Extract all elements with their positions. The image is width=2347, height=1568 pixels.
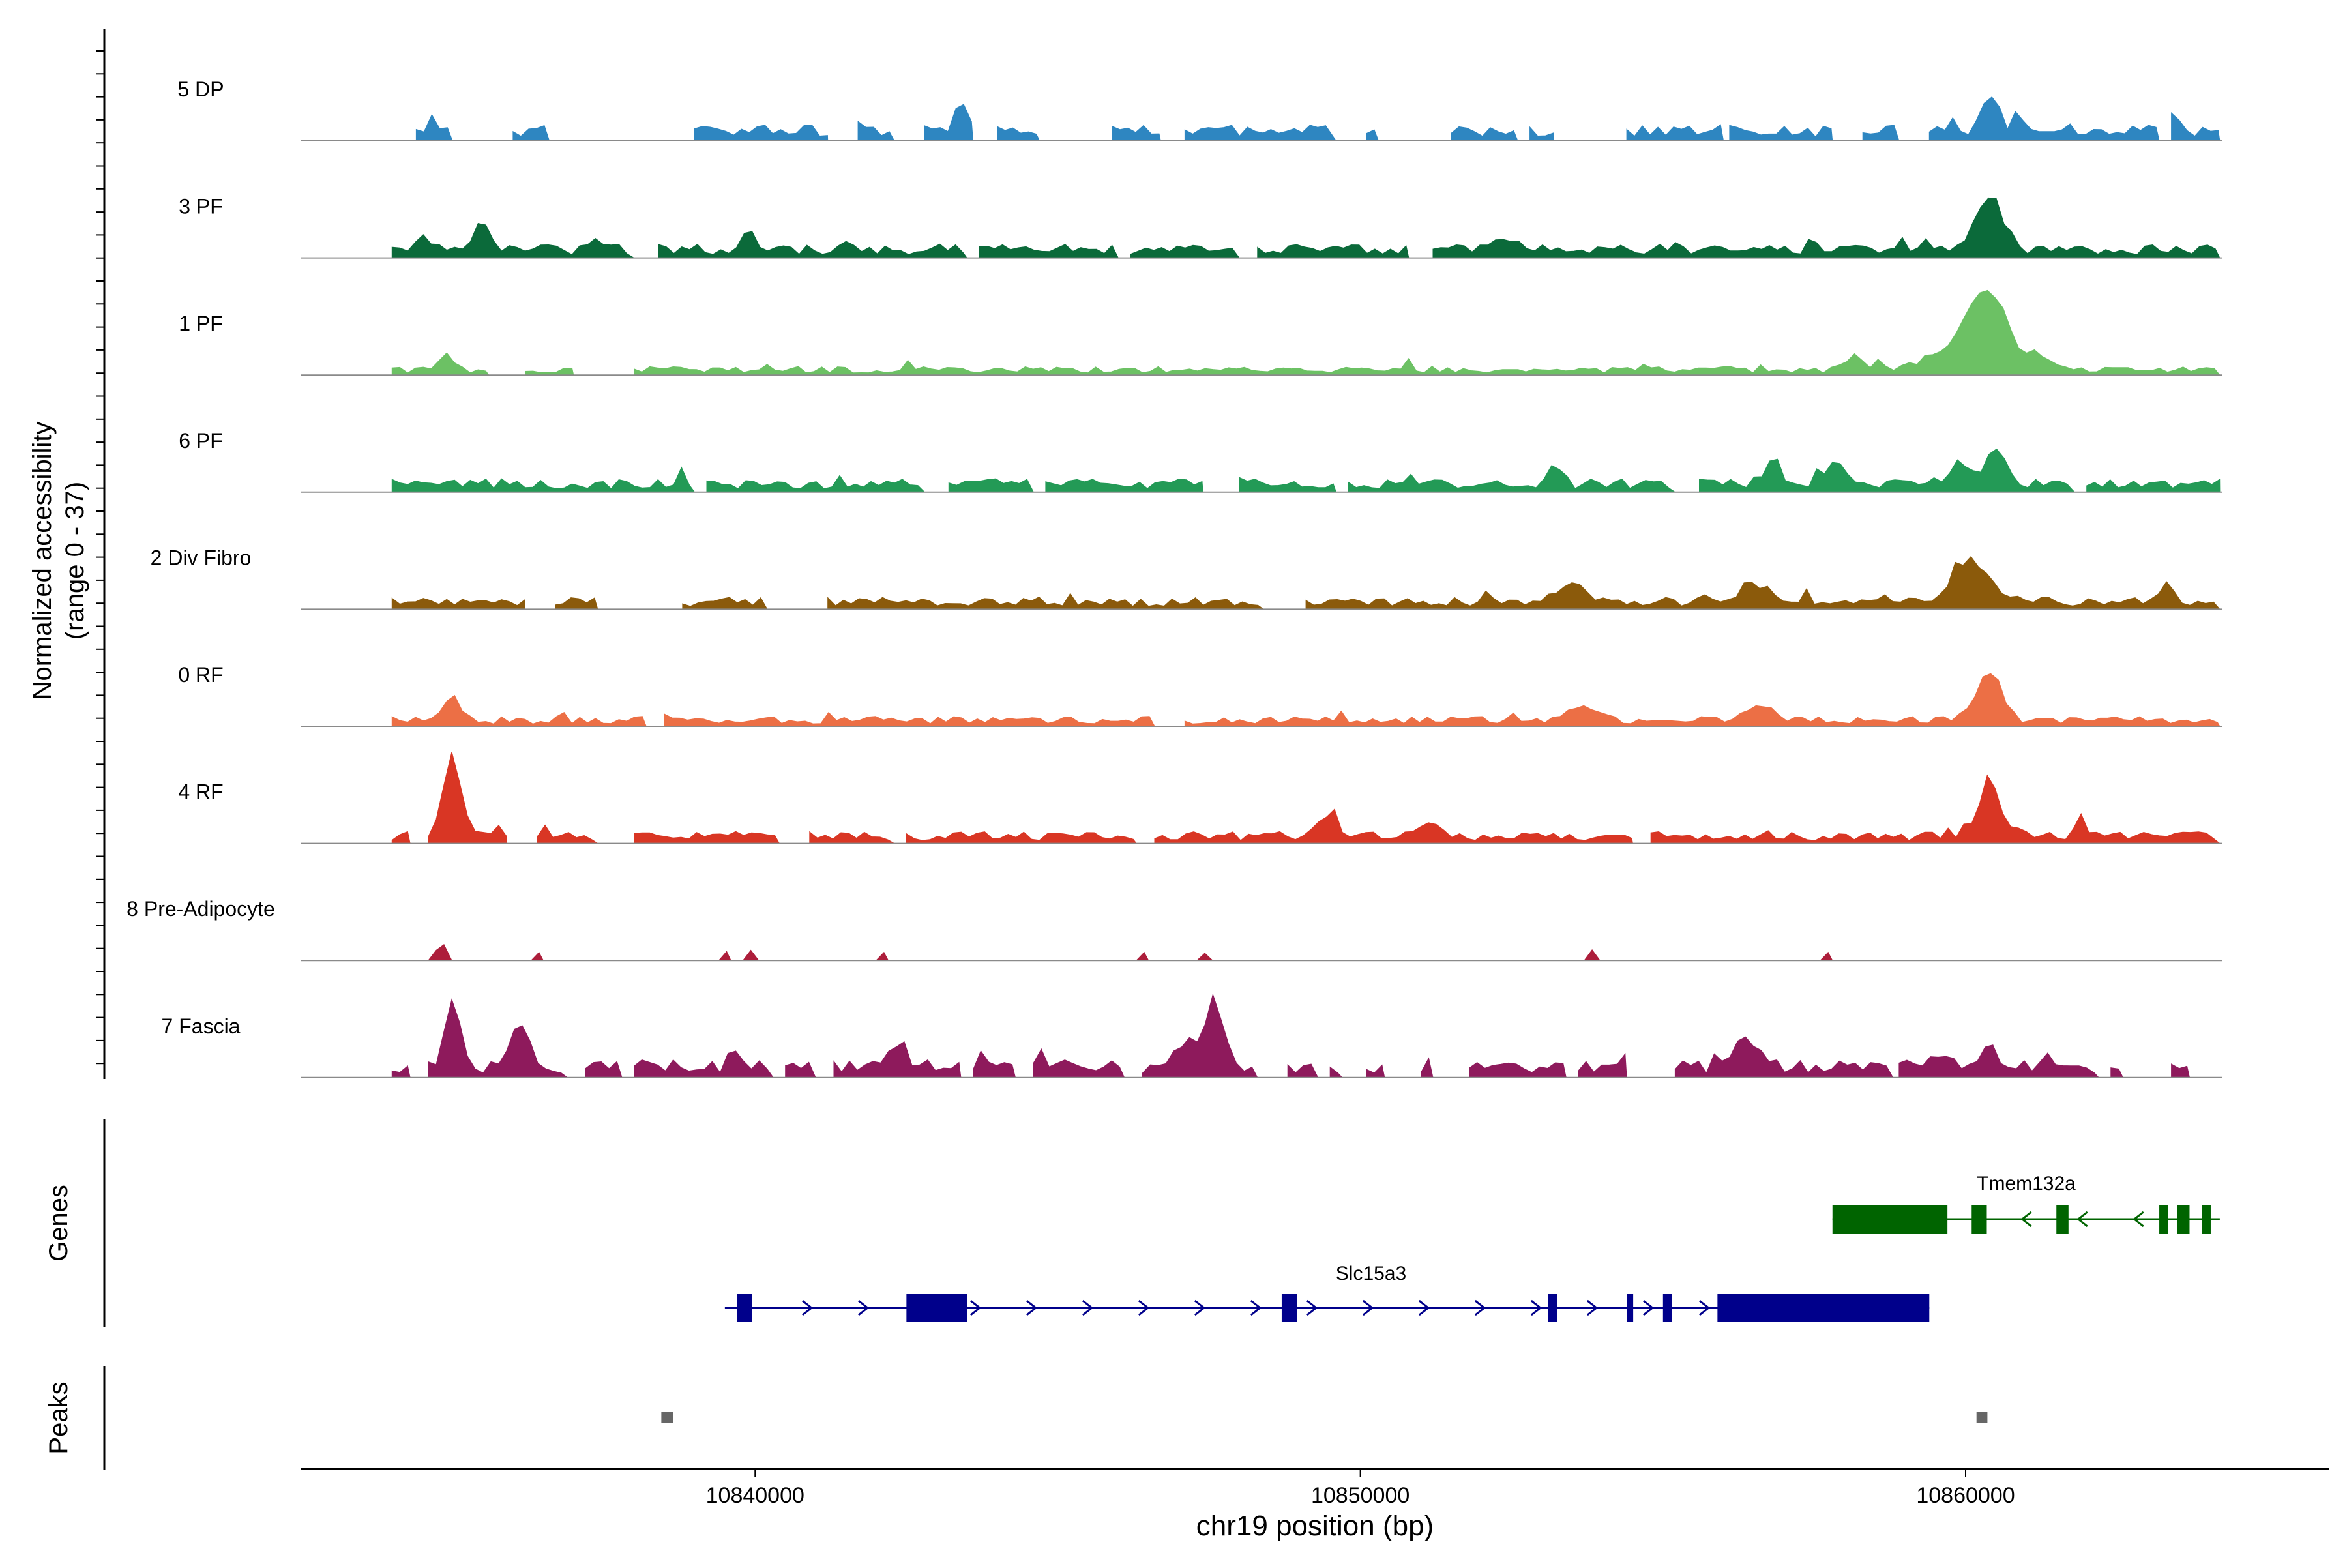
gene-exon (906, 1294, 967, 1322)
x-axis-tick-label: 10850000 (1311, 1483, 1410, 1508)
gene-strand-arrow (1418, 1299, 1430, 1316)
gene-exon (1627, 1294, 1634, 1322)
gene-strand-arrow (1306, 1299, 1318, 1316)
gene-strand-arrow (1026, 1299, 1038, 1316)
gene-strand-arrow (1698, 1299, 1711, 1316)
track-5: 2 Div Fibro (151, 546, 2222, 610)
track-signal (391, 197, 2221, 259)
track-label: 7 Fascia (162, 1014, 241, 1038)
gene-strand-arrow (1138, 1299, 1150, 1316)
gene-exon (1662, 1294, 1672, 1322)
gene-exon (737, 1294, 752, 1322)
track-2: 3 PF (179, 195, 2222, 259)
track-4: 6 PF (179, 429, 2222, 493)
gene-strand-arrow (801, 1299, 814, 1316)
gene-strand-arrow (1474, 1299, 1486, 1316)
track-signal (391, 555, 2221, 610)
y-axis-title-line2: (range 0 - 37) (61, 482, 89, 640)
gene-strand-arrow (1362, 1299, 1374, 1316)
gene-strand-arrow (1194, 1299, 1206, 1316)
y-axis-title-line1: Normalized accessibility (28, 422, 57, 700)
coverage-y-axis-ticks (96, 50, 104, 1065)
gene-tmem132a: Tmem132a (1832, 1173, 2220, 1234)
track-signal (415, 96, 2221, 141)
gene-strand-arrow (2133, 1211, 2144, 1228)
track-signal (391, 751, 2221, 844)
track-9: 7 Fascia (162, 993, 2222, 1078)
gene-exon (1971, 1205, 1987, 1234)
gene-strand-arrow (1082, 1299, 1094, 1316)
gene-label: Tmem132a (1977, 1173, 2076, 1194)
track-3: 1 PF (179, 289, 2222, 376)
peak-region (661, 1412, 673, 1423)
gene-strand-arrow (1250, 1299, 1262, 1316)
y-axis-title: Normalized accessibility (range 0 - 37) (28, 422, 89, 700)
gene-strand-arrow (1642, 1299, 1655, 1316)
gene-label: Slc15a3 (1336, 1263, 1406, 1284)
track-signal (391, 673, 2221, 727)
track-label: 3 PF (179, 195, 223, 218)
gene-strand-arrow (1586, 1299, 1599, 1316)
genes-panel-label: Genes (44, 1185, 73, 1262)
track-1: 5 DP (177, 78, 2222, 141)
gene-exon (1281, 1294, 1297, 1322)
gene-exon (2202, 1205, 2211, 1234)
track-signal (391, 289, 2221, 376)
track-label: 8 Pre-Adipocyte (126, 897, 275, 921)
gene-annotations: Tmem132a Slc15a3 (724, 1173, 2220, 1322)
track-label: 2 Div Fibro (151, 546, 252, 569)
track-label: 1 PF (179, 312, 223, 335)
gene-strand-arrow (2020, 1211, 2032, 1228)
x-axis-tick-label: 10860000 (1916, 1483, 2015, 1508)
gene-exon (1548, 1294, 1557, 1322)
track-signal (391, 993, 2191, 1078)
track-8: 8 Pre-Adipocyte (126, 897, 2222, 962)
gene-exon (1832, 1205, 1948, 1234)
gene-exon (2056, 1205, 2069, 1234)
coverage-tracks: 5 DP 3 PF 1 PF 6 PF 2 Div Fibro 0 RF 4 RF 8 Pre… (126, 78, 2222, 1078)
track-label: 5 DP (177, 78, 224, 101)
track-label: 0 RF (178, 663, 223, 687)
track-6: 0 RF (178, 663, 2222, 727)
peaks-panel-label: Peaks (44, 1382, 73, 1454)
gene-strand-arrow (1530, 1299, 1543, 1316)
peak-regions (661, 1412, 1988, 1423)
track-signal (391, 448, 2221, 493)
track-label: 6 PF (179, 429, 223, 452)
x-axis-ticks: 10840000 10850000 10860000 (706, 1469, 2015, 1508)
track-label: 4 RF (178, 780, 223, 804)
x-axis-title: chr19 position (bp) (1196, 1510, 1434, 1542)
gene-strand-arrow (857, 1299, 870, 1316)
gene-exon (2159, 1205, 2168, 1234)
gene-exon (2177, 1205, 2190, 1234)
x-axis-tick-label: 10840000 (706, 1483, 804, 1508)
track-7: 4 RF (178, 751, 2222, 844)
gene-slc15a3: Slc15a3 (724, 1263, 1930, 1322)
track-signal (410, 944, 2087, 961)
gene-strand-arrow (2076, 1211, 2088, 1228)
peak-region (1976, 1412, 1988, 1423)
gene-exon (1717, 1294, 1930, 1322)
gene-strand-arrow (969, 1299, 982, 1316)
